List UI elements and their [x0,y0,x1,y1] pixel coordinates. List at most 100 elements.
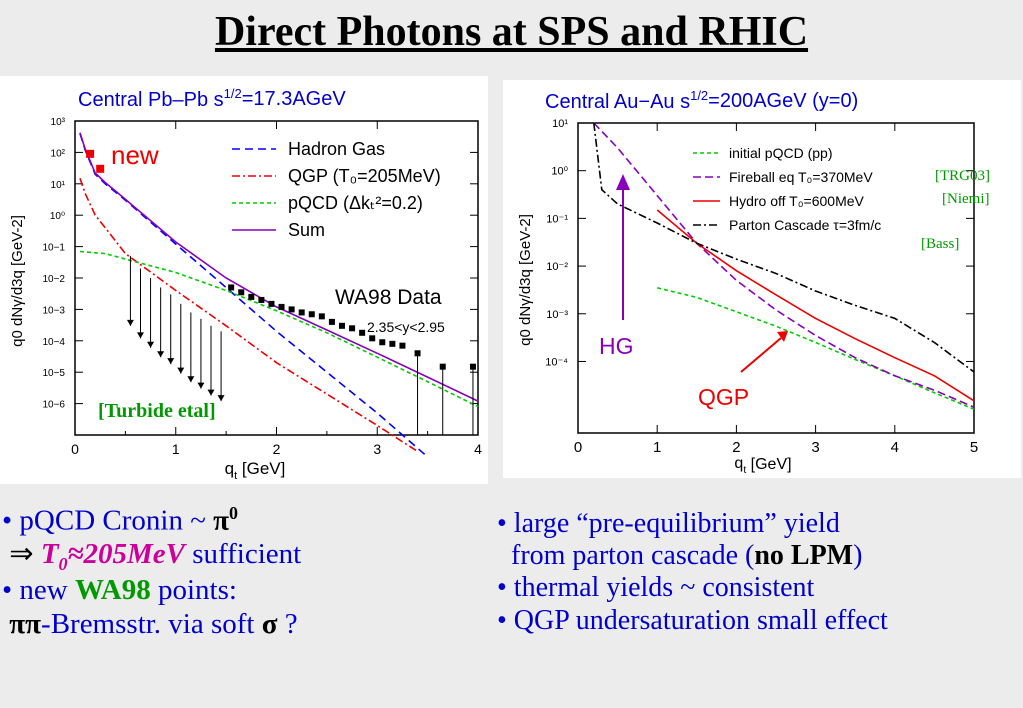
y-tick-label: 10⁰ [551,166,568,178]
legend-label: Fireball eq T₀=370MeV [729,169,873,185]
wa98-point [389,340,396,347]
series-line-3 [79,132,479,402]
chart-panel-sps: Central Pb–Pb s1/2=17.3AGeV 0 1 2 3 4 10−6 10−5… [0,76,488,484]
wa98-point [248,293,255,300]
series-line-1 [593,122,975,408]
legend-label: initial pQCD (pp) [729,145,832,161]
series-line-3 [593,122,975,373]
wa98-point [298,309,305,316]
wa98-limit-arrow [147,341,155,348]
x-tick-label: 1 [172,441,180,457]
legend-label: QGP (T₀=205MeV) [288,166,441,186]
bullets-right: • large “pre-equilibrium” yield from par… [497,508,888,637]
qgp-arrow-shaft [740,337,782,373]
new-point [96,164,105,173]
wa98-limit-arrow [157,351,165,358]
series-line-1 [79,178,419,453]
reference-label: [TRG03] [935,168,990,184]
wa98-limit-arrow [126,319,134,326]
plot-frame [577,122,975,434]
bullets-left: • pQCD Cronin ~ π0 ⇒ T0≈205MeV sufficien… [2,503,301,641]
series-line-0 [79,133,429,458]
y-tick-label: 10⁻⁴ [545,356,568,368]
y-tick-label: 10⁻³ [546,309,568,321]
legend-label: Sum [288,220,325,240]
series-line-2 [656,209,975,402]
reference-label: [Niemi] [942,191,989,207]
legend-label: Hadron Gas [288,139,385,159]
wa98-limit-arrow [167,358,175,365]
x-tick-label: 2 [273,441,281,457]
y-tick-label: 10⁰ [50,211,65,222]
y-tick-label: 10³ [51,117,66,128]
x-axis-label: qt [GeV] [225,459,286,482]
y-tick-label: 10² [51,148,66,159]
chart-title-rhic: Central Au−Au s1/2=200AGeV (y=0) [545,88,858,113]
wa98-point [318,313,325,320]
wa98-point [414,350,421,357]
wa98-point [288,306,295,313]
chart-panel-rhic: Central Au−Au s1/2=200AGeV (y=0) 0 1 2 3 4 5 10… [503,80,1021,478]
slide-title: Direct Photons at SPS and RHIC [214,9,809,55]
wa98-label: WA98 Data [335,286,442,309]
wa98-point [439,363,446,370]
x-tick-label: 2 [732,439,740,456]
wa98-limit-arrow [136,332,144,339]
x-tick-label: 5 [970,439,978,456]
wa98-point [338,322,345,329]
x-tick-label: 1 [653,439,661,456]
wa98-point [238,289,245,296]
bullet-t0: ⇒ T0≈205MeV sufficient [9,538,302,574]
y-tick-label: 10−6 [42,400,65,411]
y-tick-label: 10−2 [42,274,65,285]
wa98-point [349,325,356,332]
wa98-limit-arrow [197,382,205,389]
series-line-2 [79,250,479,408]
rhic-chart: Central Au−Au s1/2=200AGeV (y=0) 0 1 2 3 4 5 10… [517,88,990,476]
chart-title-sps: Central Pb–Pb s1/2=17.3AGeV [78,86,346,111]
hg-label: HG [599,333,634,359]
hg-arrow-head [616,174,630,190]
bullet-wa98: • new WA98 points: [2,574,237,607]
y-tick-label: 10−3 [42,305,65,316]
bullet-cascade: from parton cascade (no LPM) [511,540,863,572]
x-tick-label: 4 [891,439,899,456]
y-tick-label: 10⁻² [546,261,568,273]
wa98-limit-arrow [187,376,195,383]
bullet-brems: ππ-Bremsstr. via soft σ ? [9,607,298,640]
x-tick-label: 3 [811,439,819,456]
wa98-limit-arrow [217,395,225,402]
wa98-point [399,342,406,349]
qgp-arrow-head [777,331,788,342]
legend-label: pQCD (Δkₜ²=0.2) [288,193,423,213]
wa98-point [369,335,376,342]
wa98-point [469,363,476,370]
x-tick-label: 3 [373,441,381,457]
series-line-0 [657,287,975,410]
wa98-point [258,296,265,303]
wa98-point [328,318,335,325]
wa98-point [268,300,275,307]
wa98-point [228,284,235,291]
sps-chart: Central Pb–Pb s1/2=17.3AGeV 0 1 2 3 4 10−6 10−5… [9,86,482,482]
qgp-label: QGP [698,384,749,410]
new-point [86,149,95,158]
new-label: new [111,140,159,170]
wa98-point [379,339,386,346]
wa98-limit-arrow [207,389,215,396]
y-axis-label: q0 dNγ/d3q [GeV-2] [517,214,534,346]
y-tick-label: 10¹ [552,118,568,130]
x-axis-label: qt [GeV] [734,455,791,476]
wa98-point [359,329,366,336]
legend-label: Parton Cascade τ=3fm/c [729,217,881,233]
bullet-thermal: • thermal yields ~ consistent [497,572,815,604]
wa98-point [308,311,315,318]
y-tick-label: 10−4 [42,337,65,348]
rapidity-label: 2.35<y<2.95 [367,319,445,335]
wa98-limit-arrow [177,367,185,374]
x-tick-label: 4 [474,441,482,457]
y-tick-label: 10¹ [51,180,66,191]
bullet-qgp: • QGP undersaturation small effect [497,604,888,636]
y-tick-label: 10⁻¹ [546,213,568,225]
x-tick-label: 0 [574,439,582,456]
